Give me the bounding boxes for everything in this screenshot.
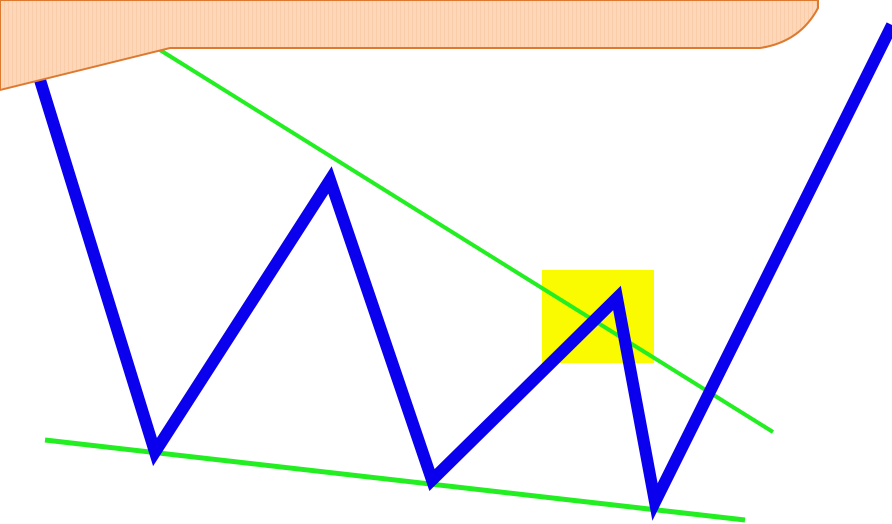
callout-bubble (0, 0, 819, 92)
callout (0, 0, 892, 100)
callout-text (40, 10, 740, 40)
upper-trendline (158, 48, 775, 434)
lower-trendline (44, 437, 746, 523)
zigzag-price-line (34, 22, 892, 521)
